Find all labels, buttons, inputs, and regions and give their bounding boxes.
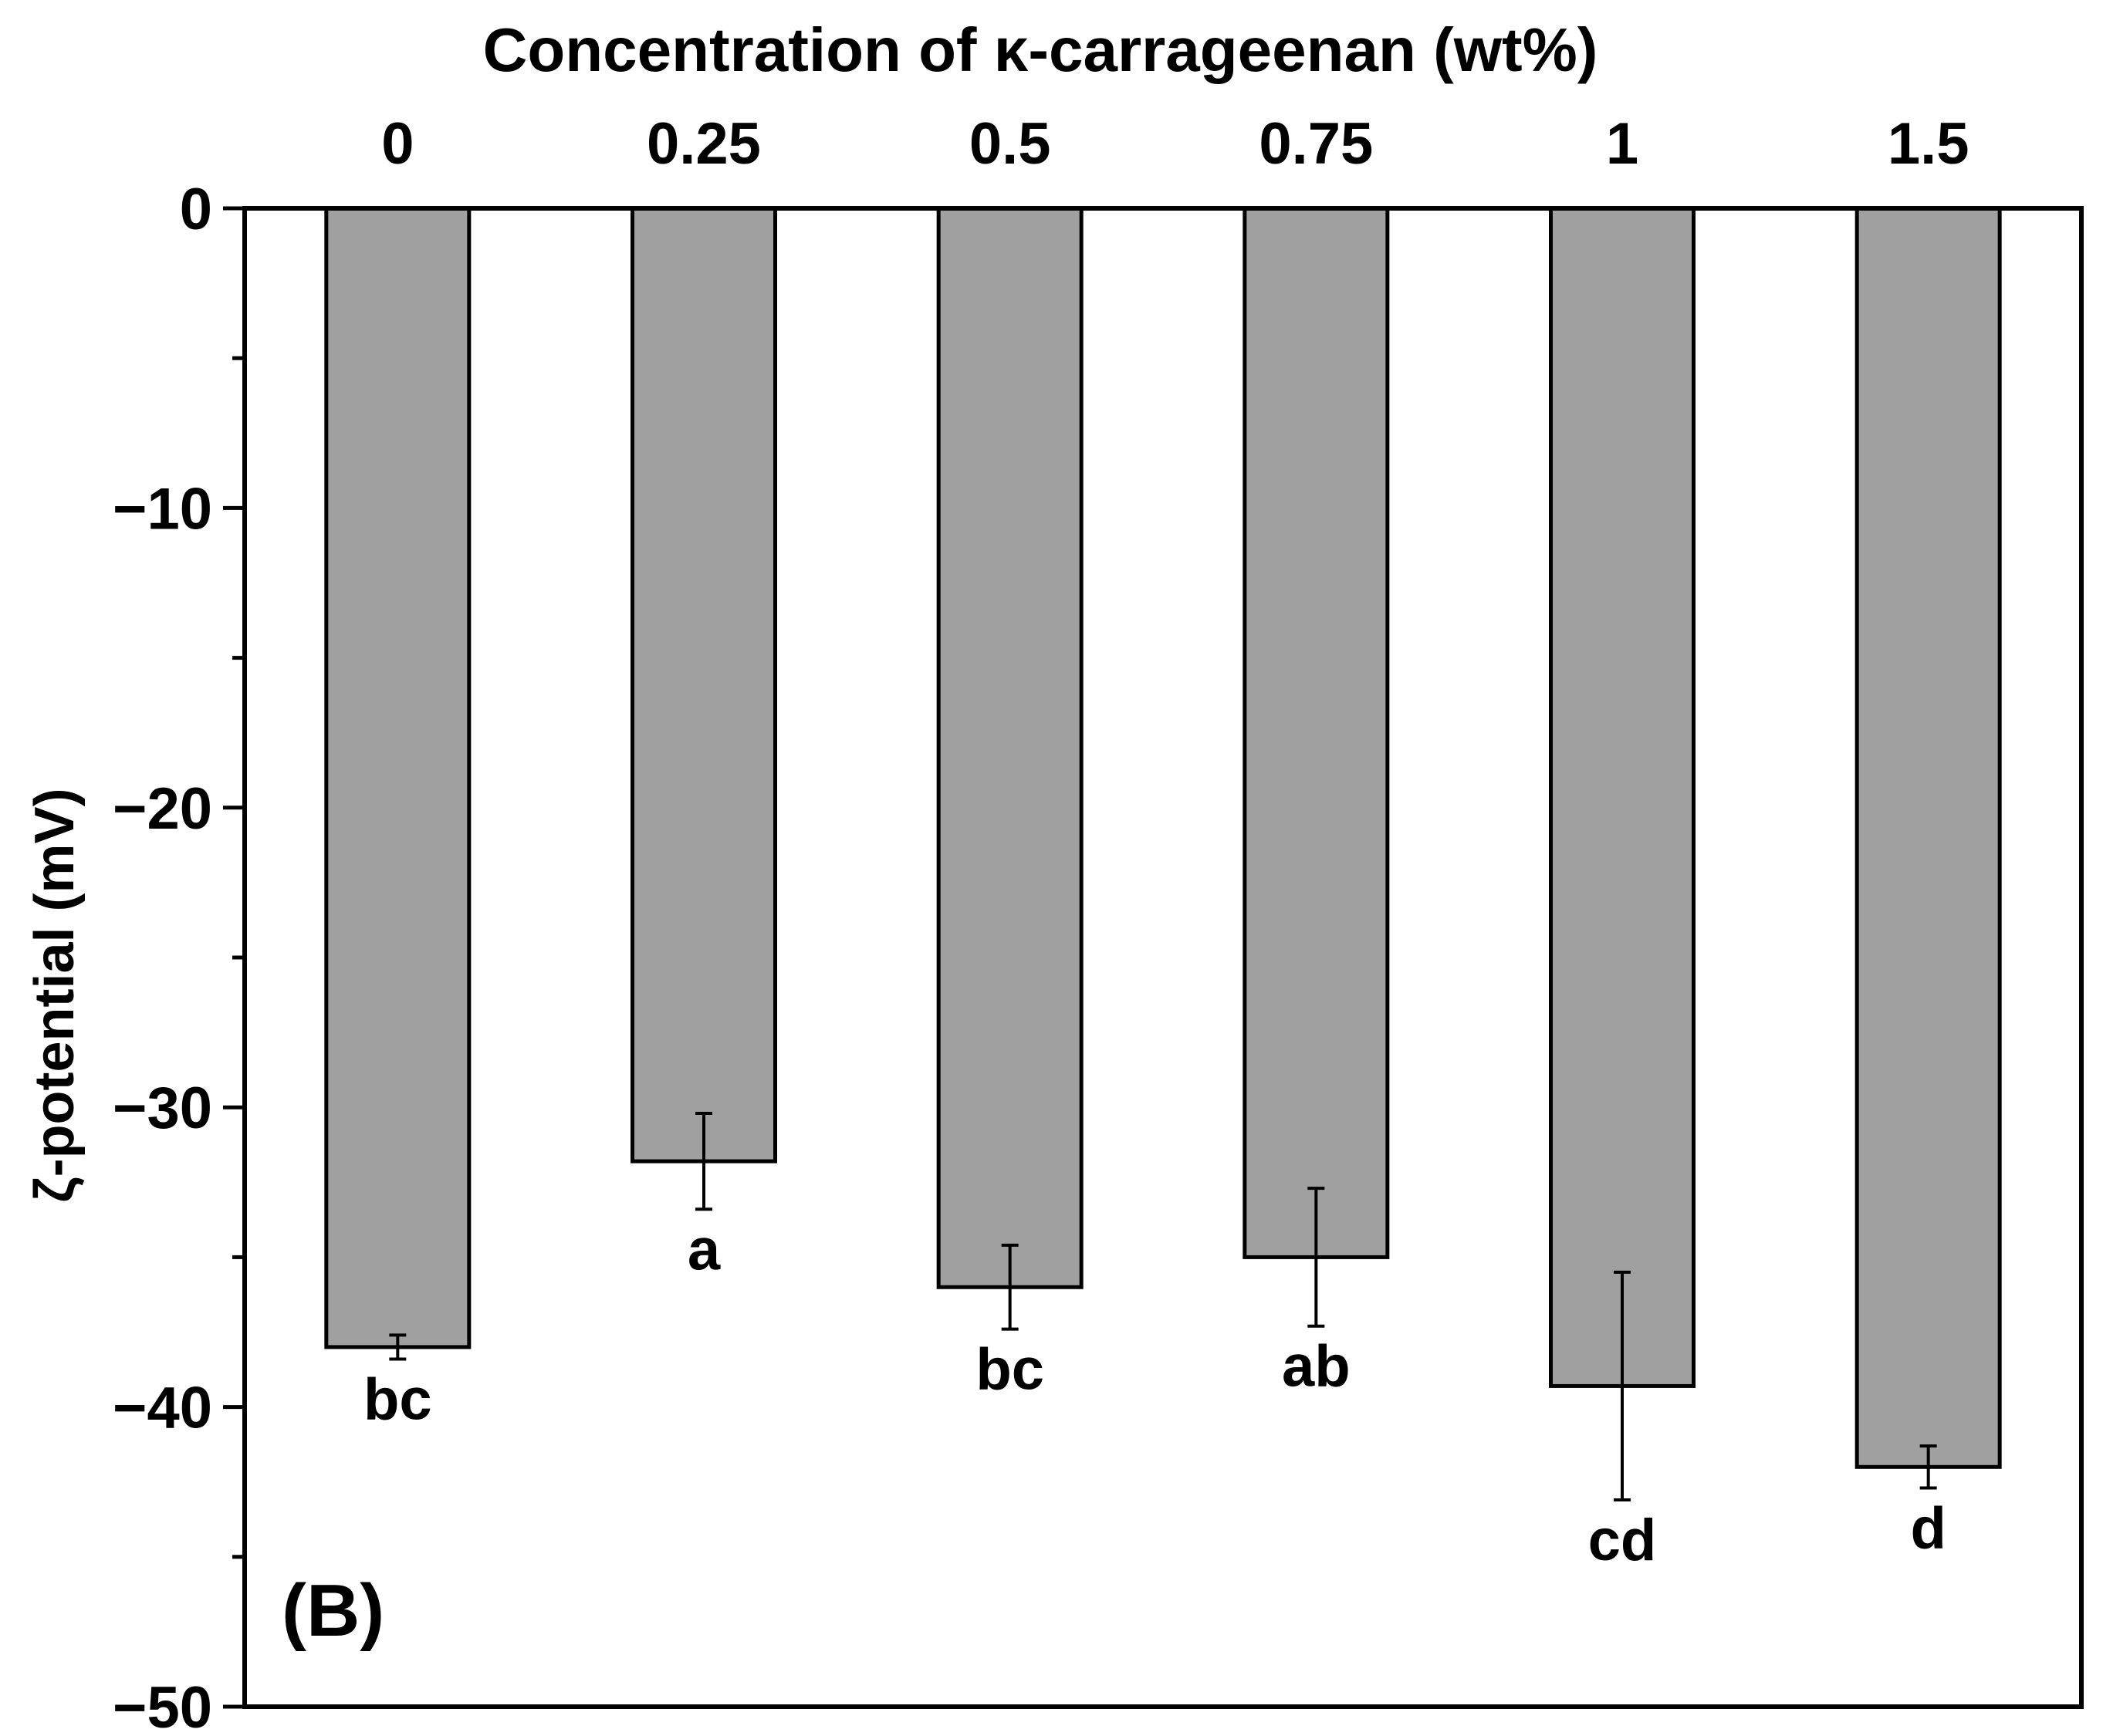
x-tick-label-1.5: 1.5 bbox=[1888, 111, 1969, 177]
y-tick-label: −20 bbox=[113, 776, 212, 842]
y-tick-label: 0 bbox=[180, 177, 212, 242]
x-tick-label-0.25: 0.25 bbox=[647, 111, 761, 177]
y-tick-label: −10 bbox=[113, 476, 212, 542]
y-tick-label: −40 bbox=[113, 1376, 212, 1441]
bar-0.5 bbox=[936, 206, 1084, 1289]
x-axis-title: Concentration of κ-carrageenan (wt%) bbox=[483, 15, 1598, 84]
bar-0.75 bbox=[1243, 206, 1390, 1259]
panel-label: (B) bbox=[282, 1569, 384, 1652]
x-tick-label-1: 1 bbox=[1606, 111, 1638, 177]
significance-label-1: cd bbox=[1588, 1508, 1657, 1573]
y-tick-label: −30 bbox=[113, 1076, 212, 1141]
significance-label-1.5: d bbox=[1910, 1495, 1946, 1561]
bar-0.25 bbox=[631, 206, 777, 1164]
significance-label-0.25: a bbox=[688, 1217, 721, 1282]
x-tick-label-0.5: 0.5 bbox=[969, 111, 1051, 177]
significance-label-0.75: ab bbox=[1282, 1334, 1351, 1400]
significance-label-0.5: bc bbox=[975, 1337, 1044, 1403]
errorbars-layer bbox=[389, 1111, 1937, 1502]
bar-0 bbox=[324, 206, 472, 1349]
y-axis-title: ζ-potential (mV) bbox=[24, 788, 86, 1202]
y-axis: 0 −10 −20 −30 −40 −50 bbox=[113, 177, 245, 1736]
x-tick-label-0.75: 0.75 bbox=[1259, 111, 1373, 177]
significance-labels: bc a bc ab cd d bbox=[363, 1217, 1946, 1573]
bar-1.5 bbox=[1854, 206, 2002, 1469]
bars-layer bbox=[324, 206, 2002, 1469]
bar-1 bbox=[1549, 206, 1696, 1388]
plot-frame bbox=[242, 206, 2084, 1709]
x-axis-top: 0 0.25 0.5 0.75 1 1.5 bbox=[381, 111, 1969, 177]
y-tick-label: −50 bbox=[113, 1675, 212, 1736]
x-tick-label-0: 0 bbox=[381, 111, 414, 177]
significance-label-0: bc bbox=[363, 1366, 432, 1432]
